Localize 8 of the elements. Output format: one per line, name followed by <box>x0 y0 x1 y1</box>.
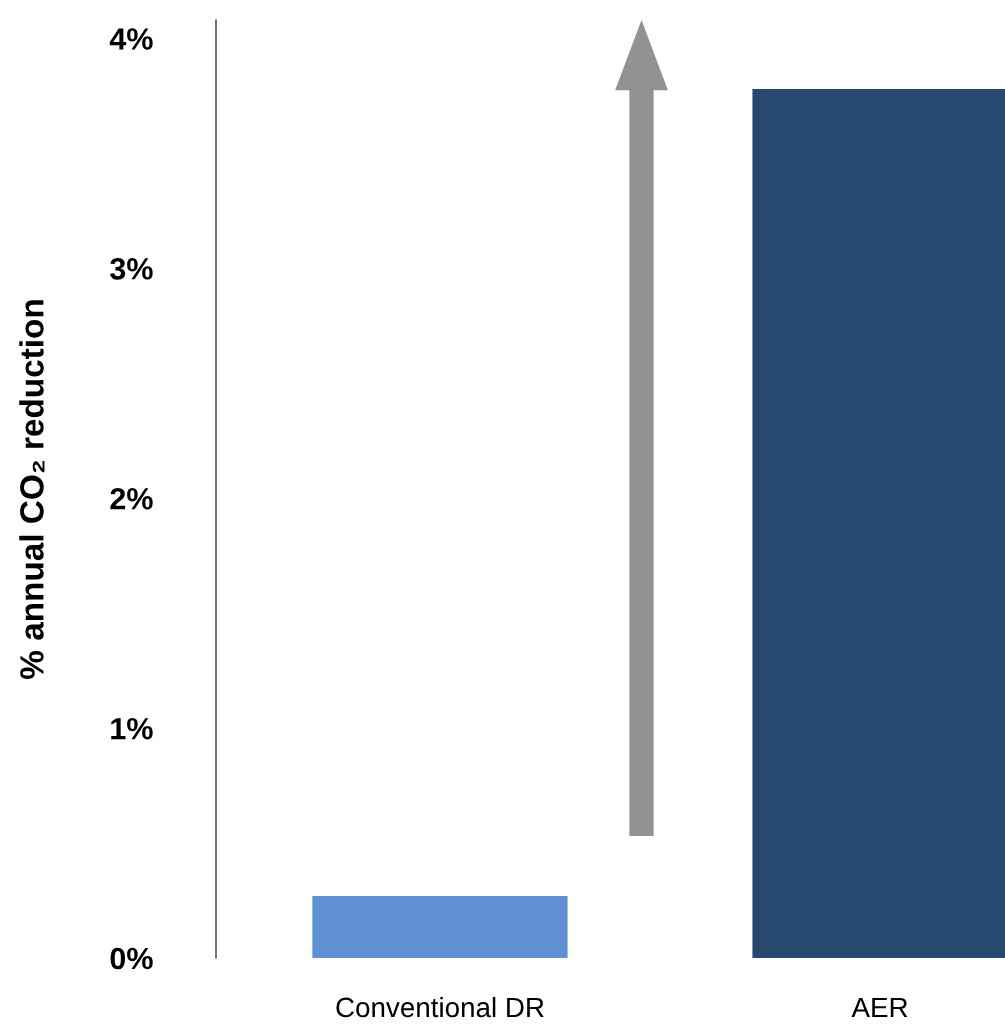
y-tick-label: 3% <box>110 258 153 280</box>
y-tick-label: 0% <box>110 947 153 970</box>
y-tick-label: 4% <box>109 28 153 50</box>
y-axis-title: % annual CO₂ reduction <box>19 300 45 679</box>
x-tick-label: Conventional DR <box>336 996 544 1018</box>
y-tick-label: 2% <box>110 487 153 510</box>
y-tick-label: 1% <box>111 717 153 740</box>
x-tick-label: AER <box>851 997 908 1018</box>
